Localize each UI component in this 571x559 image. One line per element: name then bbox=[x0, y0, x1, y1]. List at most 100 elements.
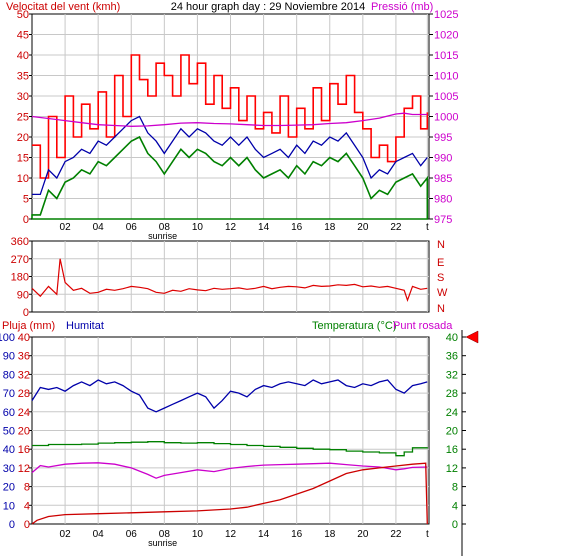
wind-xtick-22: 22 bbox=[390, 222, 402, 233]
temp-ytick-0: 0 bbox=[452, 519, 458, 531]
temperature-y-ticks: 0 4 8 12 16 20 24 28 32 36 40 bbox=[446, 332, 466, 531]
rain-ytick-10: 10 bbox=[3, 500, 15, 512]
direction-ytick-270: 270 bbox=[11, 254, 29, 266]
temp-xtick-t: t bbox=[426, 529, 429, 540]
current-temperature-marker bbox=[465, 330, 479, 344]
humidity-line bbox=[31, 379, 428, 413]
direction-line bbox=[31, 258, 428, 303]
sunrise-label: sunrise bbox=[148, 231, 177, 241]
wind-xtick-04: 04 bbox=[93, 222, 105, 233]
rain-ytick-0: 0 bbox=[9, 519, 15, 531]
wind-xtick-20: 20 bbox=[357, 222, 369, 233]
pressure-y-ticks: 975 980 985 990 995 1000 1005 1010 1015 1020 1025 bbox=[429, 9, 458, 226]
compass-S-2: S bbox=[437, 272, 444, 284]
wind-y-ticks: 0 5 10 15 20 25 30 35 40 45 50 bbox=[17, 9, 32, 226]
temp-ytick-4: 4 bbox=[452, 500, 458, 512]
compass-N-4: N bbox=[437, 303, 445, 315]
gust-line bbox=[32, 54, 429, 179]
pressure-ytick-1005: 1005 bbox=[434, 91, 458, 103]
humidity-ytick-0: 0 bbox=[24, 519, 30, 531]
wind-x-ticks: 02 04 06 08 10 12 14 16 18 20 22 t bbox=[60, 222, 429, 233]
rain-ytick-80: 80 bbox=[3, 369, 15, 381]
direction-series bbox=[31, 258, 428, 303]
sunrise-label-bottom: sunrise bbox=[148, 538, 177, 548]
temp-ytick-36: 36 bbox=[446, 351, 458, 363]
pressure-ytick-1015: 1015 bbox=[434, 50, 458, 62]
rain-ytick-90: 90 bbox=[3, 351, 15, 363]
direction-ytick-0: 0 bbox=[23, 307, 29, 319]
rain-ytick-50: 50 bbox=[3, 426, 15, 438]
pressure-ytick-990: 990 bbox=[434, 153, 452, 165]
pressure-ytick-980: 980 bbox=[434, 194, 452, 206]
direction-ytick-90: 90 bbox=[17, 289, 29, 301]
rain-ytick-70: 70 bbox=[3, 388, 15, 400]
temp-xtick-12: 12 bbox=[225, 529, 237, 540]
humidity-ytick-20: 20 bbox=[18, 426, 30, 438]
humidity-ytick-4: 4 bbox=[24, 500, 30, 512]
humidity-ytick-12: 12 bbox=[18, 463, 30, 475]
wind-ytick-0: 0 bbox=[23, 214, 29, 226]
temperature-grid bbox=[32, 337, 429, 524]
temp-xtick-18: 18 bbox=[324, 529, 336, 540]
avg-line bbox=[32, 115, 428, 196]
wind-ytick-5: 5 bbox=[23, 194, 29, 206]
humidity-y-ticks: 0 4 8 12 16 20 24 28 32 36 40 bbox=[18, 332, 32, 531]
rain-y-ticks: 0 10 20 30 40 50 60 70 80 90 100 bbox=[0, 332, 15, 531]
pressure-ytick-1020: 1020 bbox=[434, 30, 458, 42]
wind-ytick-20: 20 bbox=[17, 132, 29, 144]
pressure-line bbox=[31, 112, 428, 127]
gust-area-line bbox=[31, 135, 429, 220]
humidity-ytick-40: 40 bbox=[18, 332, 30, 344]
temp-xtick-20: 20 bbox=[357, 529, 369, 540]
temp-xtick-10: 10 bbox=[192, 529, 204, 540]
direction-grid bbox=[32, 241, 429, 312]
wind-ytick-15: 15 bbox=[17, 153, 29, 165]
temperature-axis-label: Temperatura (°C) bbox=[312, 320, 396, 332]
temp-xtick-16: 16 bbox=[291, 529, 303, 540]
wind-xtick-10: 10 bbox=[192, 222, 204, 233]
wind-xtick-06: 06 bbox=[126, 222, 138, 233]
wind-ytick-40: 40 bbox=[17, 50, 29, 62]
wind-ytick-25: 25 bbox=[17, 112, 29, 124]
wind-ytick-10: 10 bbox=[17, 173, 29, 185]
rain-ytick-20: 20 bbox=[3, 482, 15, 494]
humidity-ytick-24: 24 bbox=[18, 407, 30, 419]
compass-E-1: E bbox=[437, 257, 444, 269]
wind-xtick-12: 12 bbox=[225, 222, 237, 233]
temp-xtick-22: 22 bbox=[390, 529, 402, 540]
wind-ytick-50: 50 bbox=[17, 9, 29, 21]
direction-y-ticks: 0 90 180 270 360 bbox=[11, 236, 32, 319]
temp-ytick-32: 32 bbox=[446, 369, 458, 381]
temp-ytick-8: 8 bbox=[452, 482, 458, 494]
humidity-ytick-16: 16 bbox=[18, 444, 30, 456]
humidity-ytick-8: 8 bbox=[24, 482, 30, 494]
rain-ytick-100: 100 bbox=[0, 332, 15, 344]
pressure-ytick-995: 995 bbox=[434, 132, 452, 144]
temperature-x-ticks: 02 04 06 08 10 12 14 16 18 20 22 t bbox=[60, 529, 429, 540]
wind-xtick-18: 18 bbox=[324, 222, 336, 233]
temp-xtick-08: 08 bbox=[159, 529, 171, 540]
compass-N-0: N bbox=[437, 239, 445, 251]
wind-ytick-30: 30 bbox=[17, 91, 29, 103]
wind-ytick-35: 35 bbox=[17, 71, 29, 83]
humidity-ytick-32: 32 bbox=[18, 369, 30, 381]
rain-ytick-60: 60 bbox=[3, 407, 15, 419]
rain-humidity-temp-panel: 0102030405060708090100 04812162024283236… bbox=[0, 320, 479, 556]
temp-ytick-20: 20 bbox=[446, 426, 458, 438]
rain-line bbox=[31, 462, 428, 525]
dewpoint-line bbox=[31, 462, 428, 479]
rain-ytick-40: 40 bbox=[3, 444, 15, 456]
wind-xtick-t: t bbox=[426, 222, 429, 233]
compass-W-3: W bbox=[437, 287, 448, 299]
temp-xtick-02: 02 bbox=[60, 529, 72, 540]
temp-ytick-28: 28 bbox=[446, 388, 458, 400]
pressure-ytick-975: 975 bbox=[434, 214, 452, 226]
rain-axis-label: Pluja (mm) bbox=[2, 320, 55, 332]
direction-ytick-180: 180 bbox=[11, 272, 29, 284]
chart-title: 24 hour graph day : 29 Noviembre 2014 bbox=[171, 1, 365, 13]
temp-ytick-24: 24 bbox=[446, 407, 458, 419]
temperature-line bbox=[32, 441, 428, 457]
temp-ytick-12: 12 bbox=[446, 463, 458, 475]
rain-ytick-30: 30 bbox=[3, 463, 15, 475]
